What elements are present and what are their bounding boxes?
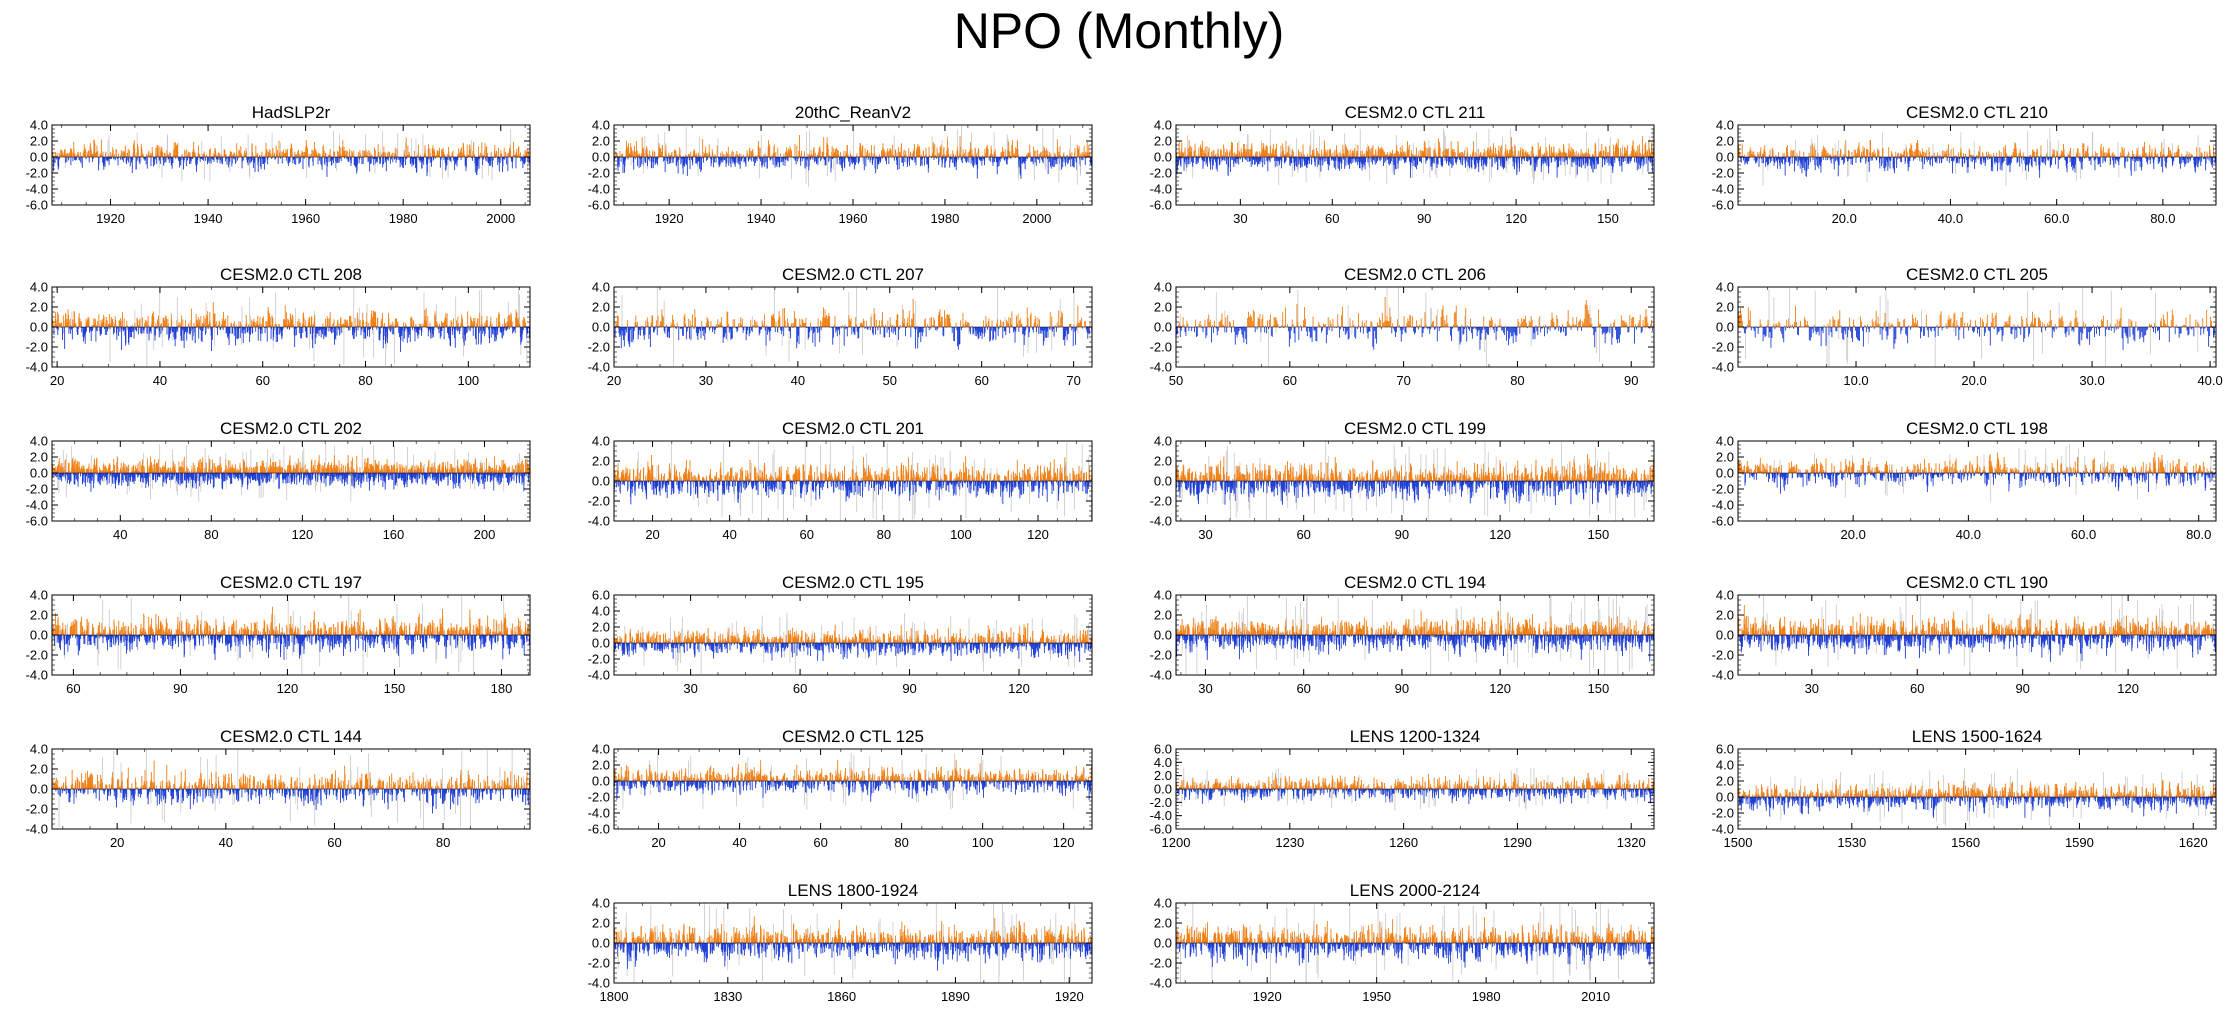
x-tick-label: 120 <box>1505 211 1527 226</box>
npo-panel: 20thC_ReanV2 4.02.00.0-2.0-4.0-6.0 1920 194… <box>588 103 1092 226</box>
y-tick-label: -2.0 <box>26 166 48 181</box>
y-tick-label: 2.0 <box>1154 134 1172 149</box>
y-tick-label: -2.0 <box>588 166 610 181</box>
x-tick-label: 60 <box>1325 211 1339 226</box>
x-tick-label: 1920 <box>655 211 684 226</box>
y-tick-label: -2.0 <box>1150 166 1172 181</box>
x-tick-label: 90 <box>1417 211 1431 226</box>
y-tick-label: 2.0 <box>592 134 610 149</box>
npo-panel: CESM2.0 CTL 2104.02.00.0-2.0-4.0-6.020.0… <box>1712 103 2216 226</box>
x-tick-label: 1920 <box>96 211 125 226</box>
x-tick-label: 1960 <box>839 211 868 226</box>
y-tick-label: 0.0 <box>1154 150 1172 165</box>
panel-title: HadSLP2r <box>252 103 331 122</box>
panel-title: CESM2.0 CTL 211 <box>1345 103 1486 122</box>
x-tick-label: 1940 <box>194 211 223 226</box>
npo-panel: CESM2.0 CTL 211 4.02.00.0-2.0-4.0-6.0 30 60… <box>1150 103 1654 226</box>
y-tick-label: 0.0 <box>592 150 610 165</box>
y-tick-label: -6.0 <box>588 198 610 213</box>
y-tick-label: -4.0 <box>26 182 48 197</box>
x-tick-label: 1980 <box>389 211 418 226</box>
panel-title: CESM2.0 CTL 210 <box>1906 103 2048 122</box>
y-tick-label: 0.0 <box>30 150 48 165</box>
y-tick-label: -4.0 <box>1150 182 1172 197</box>
y-tick-label: 4.0 <box>1154 118 1172 133</box>
npo-panel: HadSLP2r 4.02.00.0-2.0-4.0-6.0 1920 1940 196… <box>26 103 530 226</box>
x-tick-label: 2000 <box>1022 211 1051 226</box>
x-tick-label: 1980 <box>930 211 959 226</box>
y-tick-label: -6.0 <box>1150 198 1172 213</box>
y-tick-label: 4.0 <box>592 118 610 133</box>
x-tick-label: 150 <box>1597 211 1619 226</box>
y-tick-label: -4.0 <box>588 182 610 197</box>
y-tick-label: 4.0 <box>30 118 48 133</box>
y-tick-label: -6.0 <box>26 198 48 213</box>
panel-title: 20thC_ReanV2 <box>795 103 911 122</box>
x-tick-label: 1940 <box>747 211 776 226</box>
x-tick-label: 30 <box>1233 211 1247 226</box>
x-tick-label: 1960 <box>291 211 320 226</box>
y-tick-label: 2.0 <box>30 134 48 149</box>
panel-frame <box>52 125 530 205</box>
x-tick-label: 2000 <box>486 211 515 226</box>
